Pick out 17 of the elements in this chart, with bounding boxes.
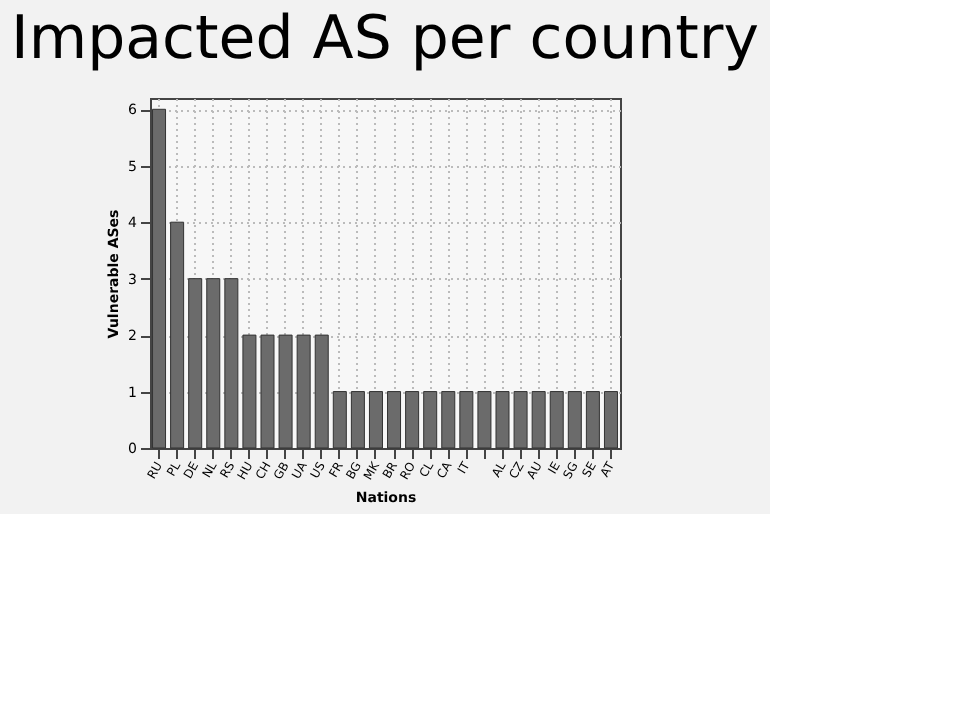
bar [170,221,185,449]
bar [152,108,167,449]
bar [350,391,365,449]
bar [585,391,600,449]
bar [441,391,456,449]
chart-title: Impacted AS per country [11,4,759,74]
bar [387,391,402,449]
bar [603,391,618,449]
bar [332,391,347,449]
bar [423,391,438,449]
bar [188,278,203,449]
bar [549,391,564,449]
bar [567,391,582,449]
bar [314,334,329,449]
bar [206,278,221,449]
bar [368,391,383,449]
bar [405,391,420,449]
